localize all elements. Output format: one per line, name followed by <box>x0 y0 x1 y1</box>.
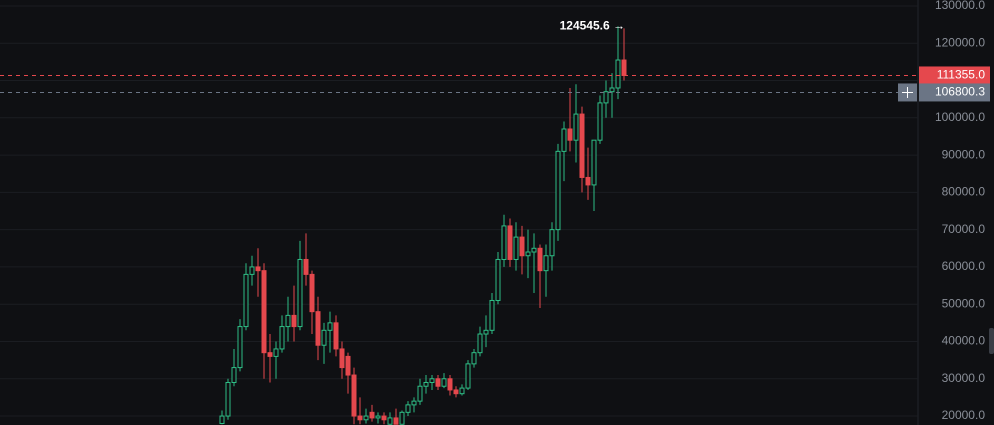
price-label: 111355.0 <box>937 68 986 82</box>
candle-body <box>447 378 453 391</box>
candle-body <box>297 258 303 328</box>
y-tick-label: 30000.0 <box>942 371 986 385</box>
high-label: 124545.6 → <box>560 18 625 32</box>
candle-body <box>393 417 399 425</box>
candle-body <box>609 87 615 93</box>
candle-body <box>567 128 573 141</box>
y-tick-label: 90000.0 <box>942 147 986 161</box>
candle-body <box>525 251 531 257</box>
candle-body <box>243 273 249 328</box>
candle-body <box>219 415 225 425</box>
candle-body <box>543 255 549 272</box>
candle-body <box>351 374 357 417</box>
candle-body <box>501 225 507 260</box>
candle-body <box>429 378 435 384</box>
scroll-handle[interactable] <box>989 328 994 354</box>
candle-body <box>597 102 603 141</box>
candle-body <box>375 415 381 419</box>
candle-body <box>321 329 327 346</box>
candle-body <box>561 128 567 152</box>
candle-body <box>603 91 609 104</box>
candle-body <box>261 270 267 354</box>
candle-body <box>285 314 291 328</box>
candle-body <box>249 266 255 275</box>
candle-body <box>423 382 429 387</box>
candle-body <box>345 355 351 376</box>
candle-body <box>309 273 315 313</box>
candle-body <box>591 139 597 186</box>
candle-body <box>489 299 495 331</box>
y-tick-label: 80000.0 <box>942 185 986 199</box>
candle-body <box>387 417 393 425</box>
candle-body <box>315 311 321 346</box>
candle-body <box>303 258 309 275</box>
candle-body <box>507 225 513 260</box>
candle-body <box>555 150 561 231</box>
price-label: 106800.3 <box>935 85 985 99</box>
candle-body <box>363 415 369 421</box>
candle-body <box>453 389 459 395</box>
candle-body <box>615 59 621 89</box>
y-tick-label: 60000.0 <box>942 259 986 273</box>
candle-body <box>369 411 375 419</box>
candle-body <box>327 322 333 331</box>
candle-body <box>357 415 363 421</box>
candle-body <box>483 329 489 335</box>
candle-body <box>333 322 339 350</box>
candle-body <box>459 387 465 395</box>
candle-body <box>513 236 519 260</box>
candle-body <box>549 229 555 257</box>
candle-body <box>579 113 585 178</box>
candle-body <box>291 314 297 328</box>
candle-body <box>225 382 231 417</box>
candle-body <box>621 59 627 76</box>
candle-body <box>471 352 477 365</box>
candle-body <box>417 385 423 402</box>
y-tick-label: 100000.0 <box>935 110 985 124</box>
candle-body <box>399 411 405 425</box>
candle-body <box>435 378 441 387</box>
candle-body <box>519 236 525 257</box>
candle-body <box>537 247 543 272</box>
candle-body <box>279 326 285 350</box>
candle-body <box>585 176 591 186</box>
y-tick-label: 40000.0 <box>942 334 986 348</box>
candle-body <box>405 404 411 413</box>
candle-body <box>573 113 579 141</box>
candle-body <box>339 348 345 369</box>
candle-body <box>531 247 537 253</box>
candle-body <box>237 326 243 369</box>
candle-body <box>411 400 417 406</box>
price-label-box <box>919 83 990 102</box>
y-tick-label: 20000.0 <box>942 408 986 422</box>
candle-body <box>441 378 447 387</box>
candle-body <box>267 352 273 357</box>
candle-body <box>477 333 483 354</box>
candle-body <box>255 266 261 272</box>
y-tick-label: 70000.0 <box>942 222 986 236</box>
candle-body <box>381 415 387 421</box>
price-label-box <box>919 66 990 85</box>
y-tick-label: 50000.0 <box>942 296 986 310</box>
candle-body <box>231 367 237 383</box>
y-tick-label: 130000.0 <box>935 0 985 12</box>
candle-body <box>273 348 279 357</box>
add-icon <box>902 86 913 98</box>
candle-body <box>465 363 471 389</box>
candle-body <box>495 258 501 301</box>
y-tick-label: 120000.0 <box>935 35 985 49</box>
